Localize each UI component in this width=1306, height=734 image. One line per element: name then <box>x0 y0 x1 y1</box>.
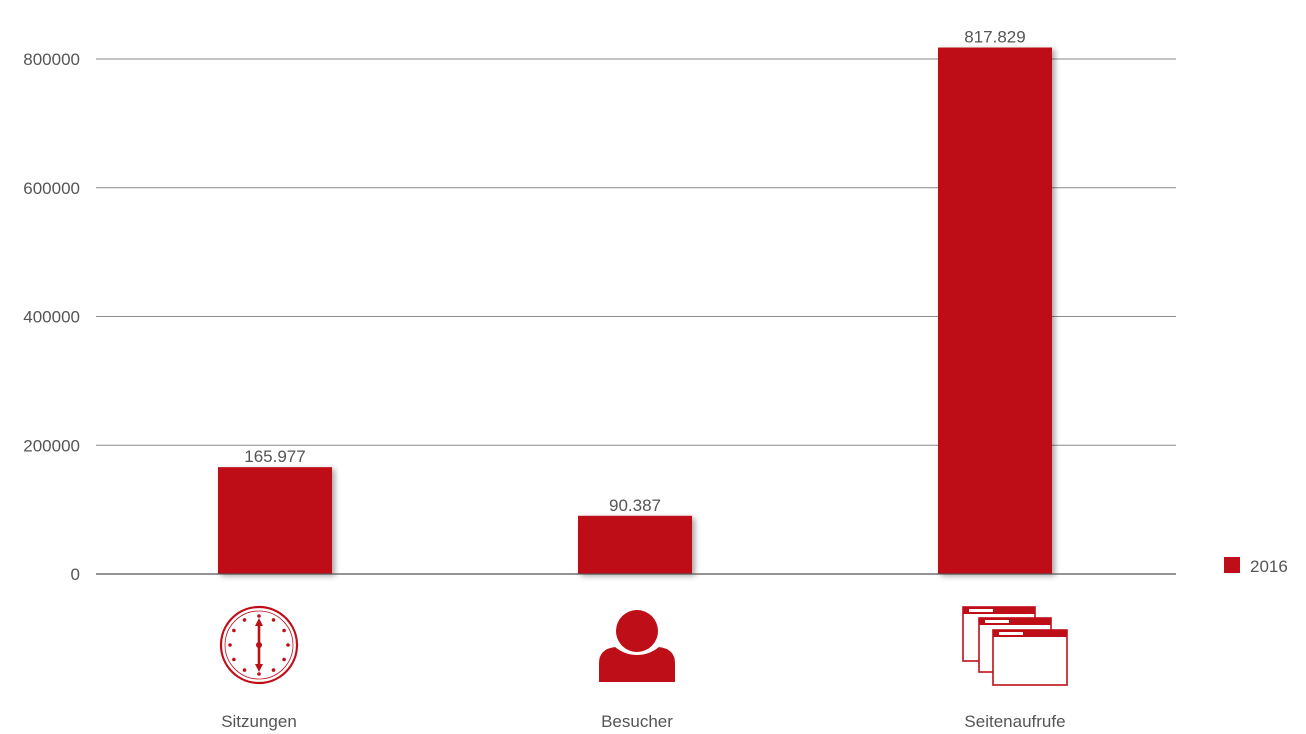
bar-sitzungen <box>218 467 332 574</box>
value-label-sitzungen: 165.977 <box>244 447 305 466</box>
y-axis-ticks: 0 200000 400000 600000 800000 <box>23 50 80 584</box>
person-icon <box>599 610 675 682</box>
y-tick-label: 600000 <box>23 179 80 198</box>
y-tick-label: 0 <box>71 565 80 584</box>
value-label-besucher: 90.387 <box>609 496 661 515</box>
value-label-seitenaufrufe: 817.829 <box>964 28 1025 47</box>
category-label-seitenaufrufe: Seitenaufrufe <box>964 712 1065 731</box>
y-tick-label: 800000 <box>23 50 80 69</box>
bar-besucher <box>578 515 692 574</box>
legend-swatch-2016 <box>1224 557 1240 573</box>
category-label-besucher: Besucher <box>601 712 673 731</box>
clock-icon <box>219 605 299 685</box>
legend: 2016 <box>1224 557 1288 576</box>
value-labels: 165.977 90.387 817.829 <box>244 28 1025 515</box>
legend-label-2016: 2016 <box>1250 557 1288 576</box>
y-tick-label: 400000 <box>23 308 80 327</box>
bar-seitenaufrufe <box>938 47 1052 574</box>
category-label-sitzungen: Sitzungen <box>221 712 297 731</box>
y-tick-label: 200000 <box>23 436 80 455</box>
browser-windows-icon <box>962 606 1068 686</box>
bars <box>218 47 1052 574</box>
